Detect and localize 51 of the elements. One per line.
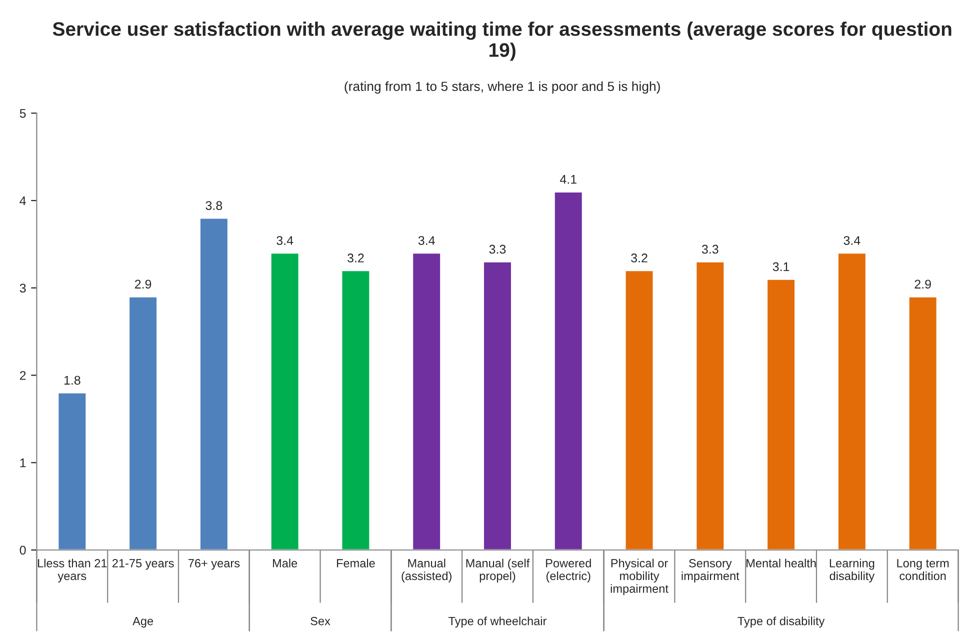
- data-label: 3.2: [631, 254, 648, 262]
- chart-title: Service user satisfaction with average waiting time for assessments (average scores for question 19): [52, 22, 952, 61]
- data-label: 3.8: [206, 201, 222, 210]
- y-tick-label: 3: [20, 284, 26, 293]
- x-tick-label: Female: [337, 558, 375, 568]
- x-tick-label: 21-75 years: [112, 559, 174, 570]
- x-tick-label: Physical or mobility impairment: [610, 558, 668, 596]
- data-label: 3.1: [772, 262, 790, 272]
- y-tick-label: 4: [20, 196, 26, 206]
- text: Type of wheelchair: [448, 616, 547, 628]
- bar: [340, 270, 371, 550]
- bar: [908, 296, 938, 550]
- x-tick-label: Learning disability: [830, 558, 875, 582]
- x-tick-label: Powered (electric): [546, 558, 591, 582]
- bar: [695, 260, 726, 550]
- x-tick-label: Manual (self propel): [466, 558, 530, 582]
- data-label: 2.9: [134, 280, 152, 289]
- y-tick-label: 5: [20, 109, 26, 118]
- bar: [482, 260, 512, 550]
- chart-subtitle: (rating from 1 to 5 stars, where 1 is poor and 5 is high): [344, 81, 660, 94]
- bar: [624, 270, 654, 550]
- bar: [837, 252, 867, 550]
- bar: [199, 217, 229, 550]
- x-tick-label: Long term condition: [897, 559, 949, 580]
- data-label: 1.8: [64, 376, 80, 385]
- y-tick-label: 0: [20, 546, 26, 555]
- x-tick-label: Lless than 21 years: [38, 558, 107, 582]
- bar: [128, 296, 158, 550]
- bar: [412, 252, 442, 550]
- x-tick-label: Manual (assisted): [402, 558, 452, 582]
- data-label: 2.9: [914, 280, 931, 289]
- text: Type of disability: [738, 616, 825, 628]
- data-label: 3.3: [702, 244, 718, 254]
- bar: [554, 191, 584, 550]
- bar: [766, 278, 796, 550]
- y-tick-label: 2: [20, 371, 26, 380]
- text: Age: [132, 617, 154, 628]
- text: Sex: [310, 616, 330, 626]
- bar: [57, 392, 88, 550]
- data-label: 4.1: [560, 175, 576, 184]
- x-tick-label: 76+ years: [188, 559, 240, 570]
- data-label: 3.3: [489, 244, 506, 254]
- bar: [270, 252, 300, 550]
- data-label: 3.4: [844, 236, 860, 245]
- data-label: 3.4: [276, 236, 294, 245]
- y-tick-label: 1: [20, 458, 26, 468]
- data-label: 3.2: [348, 254, 364, 262]
- x-tick-label: Male: [272, 558, 298, 568]
- data-label: 3.4: [418, 236, 435, 245]
- x-tick-label: Mental health: [746, 558, 816, 568]
- x-tick-label: Sensory impairment: [682, 559, 740, 582]
